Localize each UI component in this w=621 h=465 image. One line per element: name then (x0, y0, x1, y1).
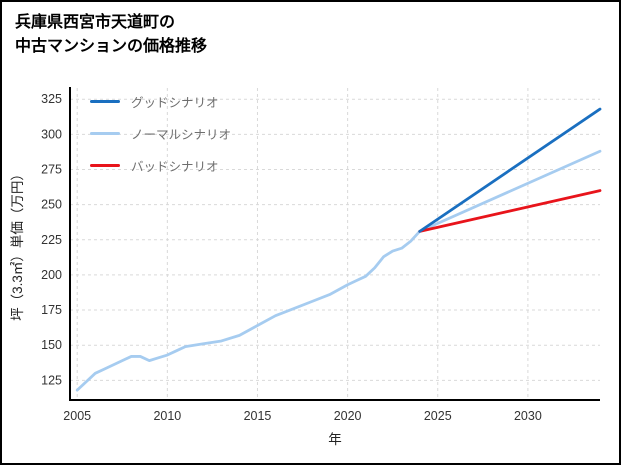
legend-swatch-bad (90, 164, 120, 167)
legend-item-good[interactable]: グッドシナリオ (90, 92, 231, 111)
y-tick-label: 275 (41, 163, 62, 177)
page-title-line1: 兵庫県西宮市天道町の (15, 14, 176, 31)
legend-swatch-good (90, 100, 120, 103)
series-line-good (418, 107, 602, 233)
legend-label-good: グッドシナリオ (131, 96, 219, 110)
y-tick-label: 300 (41, 127, 62, 141)
chart-legend: グッドシナリオ ノーマルシナリオ バッドシナリオ (90, 92, 231, 175)
y-tick-label: 175 (41, 303, 62, 317)
x-tick-label: 2010 (153, 409, 181, 423)
y-tick-label: 325 (41, 92, 62, 106)
x-tick-label: 2025 (424, 409, 452, 423)
page-title-line2: 中古マンションの価格推移 (15, 38, 208, 55)
series-line-normal (75, 149, 602, 392)
legend-swatch-normal (90, 132, 120, 135)
y-tick-label: 250 (41, 198, 62, 212)
legend-label-bad: バッドシナリオ (131, 160, 219, 174)
y-tick-label: 225 (41, 233, 62, 247)
legend-label-normal: ノーマルシナリオ (131, 128, 232, 142)
y-tick-label: 200 (41, 268, 62, 282)
y-tick-label: 125 (41, 373, 62, 387)
x-tick-label: 2015 (244, 409, 272, 423)
x-tick-label: 2030 (514, 409, 542, 423)
legend-item-normal[interactable]: ノーマルシナリオ (90, 124, 231, 143)
page-title: 兵庫県西宮市天道町の 中古マンションの価格推移 (15, 11, 207, 59)
legend-item-bad[interactable]: バッドシナリオ (90, 156, 231, 175)
x-tick-label: 2020 (334, 409, 362, 423)
x-axis-label: 年 (328, 432, 342, 447)
x-tick-label: 2005 (63, 409, 91, 423)
y-tick-label: 150 (41, 338, 62, 352)
gridlines (70, 88, 600, 400)
chart-canvas: 坪（3.3㎡）単価（万円） 年 125 150 175 200 225 250 275 300… (10, 87, 602, 447)
price-trend-chart: 坪（3.3㎡）単価（万円） 年 125 150 175 200 225 250 275 300… (2, 72, 619, 463)
series-line-bad (418, 189, 602, 233)
y-axis-label: 坪（3.3㎡）単価（万円） (10, 167, 25, 321)
